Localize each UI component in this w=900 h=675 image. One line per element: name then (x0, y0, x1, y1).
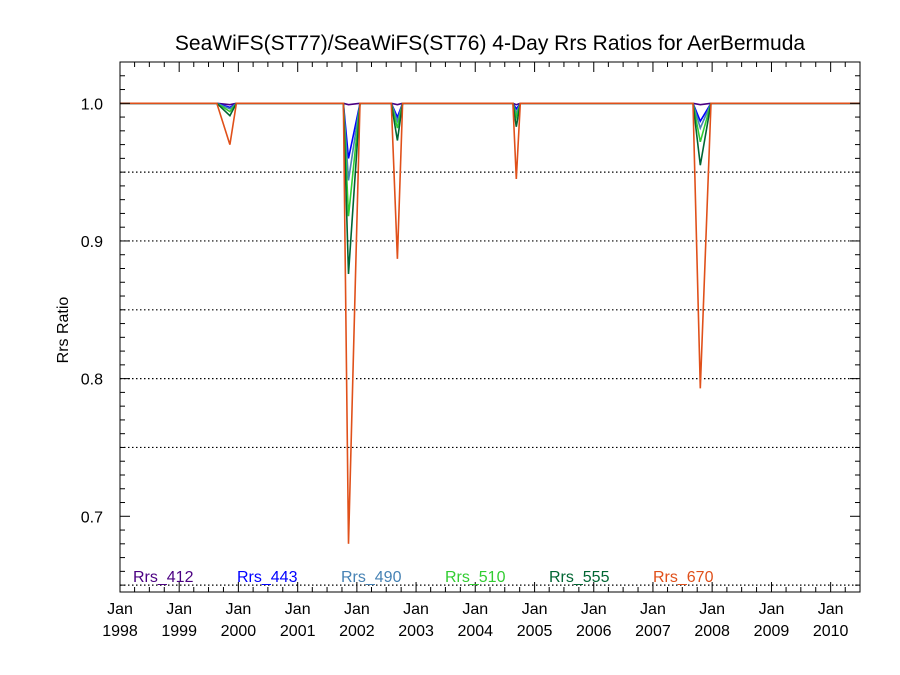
series-line-rrs-510 (120, 102, 860, 217)
plot-frame (119, 61, 861, 593)
y-axis-label: Rrs Ratio (55, 297, 72, 364)
legend: Rrs_412 Rrs_443 Rrs_490 Rrs_510 Rrs_555 Rrs_6… (133, 569, 714, 586)
x-tick-label: 2008 (694, 623, 730, 640)
legend-item-rrs-490: Rrs_490 (341, 569, 402, 586)
x-tick-label: 2005 (517, 623, 553, 640)
x-tick-label: Jan (640, 601, 666, 618)
gridlines (120, 171, 860, 586)
x-tick-label: Jan (285, 601, 311, 618)
x-tick-label: Jan (818, 601, 844, 618)
x-tick-label: Jan (759, 601, 785, 618)
legend-item-rrs-412: Rrs_412 (133, 569, 194, 586)
y-tick-label: 1.0 (81, 96, 103, 113)
x-tick-label: 2003 (398, 623, 434, 640)
legend-item-rrs-510: Rrs_510 (445, 569, 506, 586)
x-tick-label: 2009 (754, 623, 790, 640)
x-tick-label: 2001 (280, 623, 316, 640)
x-tick-label: 2007 (635, 623, 671, 640)
series-line-rrs-443 (120, 102, 860, 159)
x-tick-label: Jan (699, 601, 725, 618)
y-tick-label: 0.7 (81, 509, 103, 526)
x-tick-label: Jan (522, 601, 548, 618)
x-tick-label: 1999 (161, 623, 197, 640)
series-line-rrs-670 (120, 102, 860, 544)
x-tick-label: 2010 (813, 623, 849, 640)
legend-item-rrs-443: Rrs_443 (237, 569, 298, 586)
x-tick-label: 1998 (102, 623, 138, 640)
x-tick-label: Jan (225, 601, 251, 618)
x-tick-label: Jan (462, 601, 488, 618)
x-tick-label: 2002 (339, 623, 375, 640)
x-tick-label: 2004 (457, 623, 493, 640)
legend-item-rrs-670: Rrs_670 (653, 569, 714, 586)
y-tick-label: 0.9 (81, 234, 103, 251)
series-lines (120, 102, 860, 544)
x-tick-label: 2000 (221, 623, 257, 640)
x-tick-label: 2006 (576, 623, 612, 640)
y-tick-label: 0.8 (81, 372, 103, 389)
axis-ticks: 0.7 0.8 0.9 1.0 Jan 1998 Jan 1999 Jan 2000 Jan 2001… (81, 61, 861, 640)
x-tick-label: Jan (581, 601, 607, 618)
x-tick-label: Jan (403, 601, 429, 618)
x-tick-label: Jan (107, 601, 133, 618)
x-tick-label: Jan (166, 601, 192, 618)
legend-item-rrs-555: Rrs_555 (549, 569, 610, 586)
chart-title: SeaWiFS(ST77)/SeaWiFS(ST76) 4-Day Rrs Ra… (175, 32, 805, 55)
x-tick-label: Jan (344, 601, 370, 618)
series-line-rrs-555 (120, 102, 860, 275)
